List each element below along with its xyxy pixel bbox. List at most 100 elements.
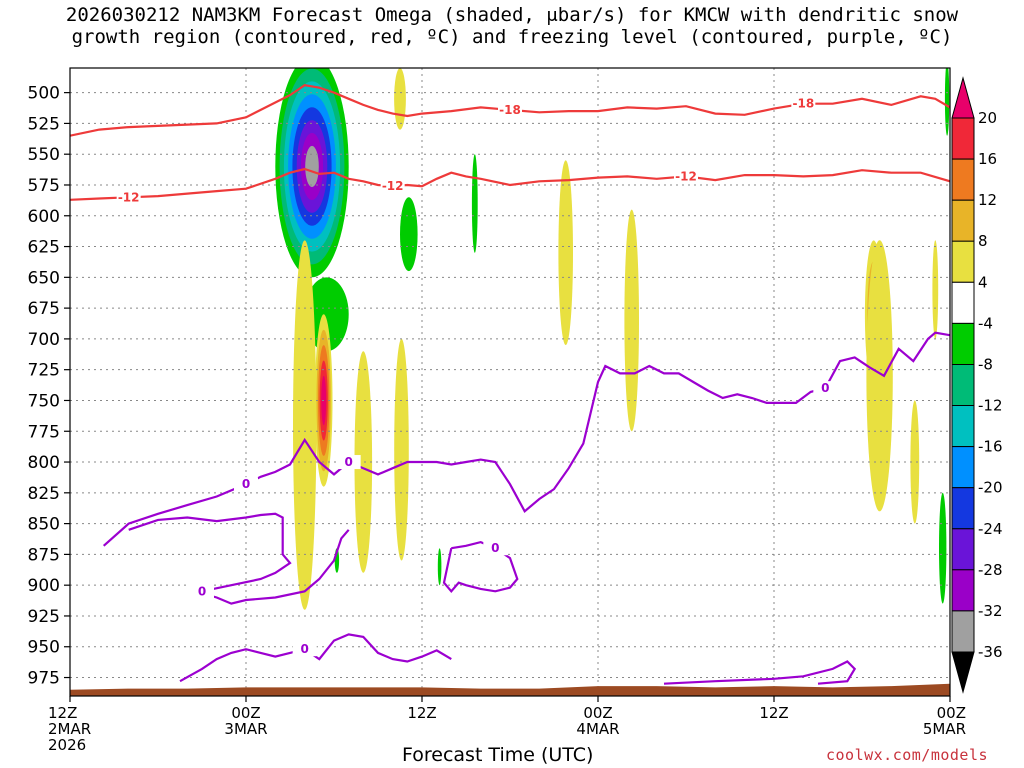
colorbar-label-7: -12 (978, 397, 1003, 415)
contour-label-1-1: -12 (382, 179, 404, 193)
contour-layer: -18 -18 -12 -12 -12 0 0 0 0 0 0 (70, 84, 950, 685)
omega-mid-rising-tongue-level-0 (304, 277, 349, 352)
colorbar-label-10: -24 (978, 520, 1003, 538)
y-axis: 500 525 550 575 600 625 650 675 700 725 750 775 800 8… (28, 84, 70, 689)
colorbar-bin-7 (951, 405, 975, 448)
x-tick-label-12-1: 3MAR (224, 720, 267, 738)
colorbar-label-9: -20 (978, 479, 1003, 497)
y-tick-label-825: 825 (28, 484, 60, 504)
contour-4 (442, 540, 519, 593)
colorbar-bin-6 (951, 364, 975, 407)
y-tick-label-600: 600 (28, 207, 60, 227)
omega-sinking-column-level-0 (293, 240, 317, 610)
x-tick-label-60-1: 5MAR (923, 720, 966, 738)
contour-label-bg-1-1 (380, 179, 405, 194)
contour-label-bg-0-1 (791, 96, 816, 111)
x-tick-label-0-1: 2MAR (48, 720, 91, 738)
colorbar-bin-1 (951, 158, 975, 201)
contour-label-1-2: -12 (675, 169, 697, 183)
y-tick-label-550: 550 (28, 145, 60, 165)
omega-sink-late-col-level-0 (866, 240, 893, 512)
contour-label-bg-0-0 (498, 102, 522, 117)
colorbar-label-13: -36 (978, 643, 1003, 661)
contour-label-0-1: -18 (792, 97, 814, 111)
colorbar-label-3: 8 (978, 232, 988, 250)
contour-label-5-0: 0 (300, 642, 308, 656)
plot-frame (69, 67, 951, 697)
x-axis-title: Forecast Time (UTC) (402, 744, 594, 766)
omega-shading-layer (275, 68, 950, 610)
colorbar-label-8: -16 (978, 438, 1003, 456)
x-tick-label-36-1: 4MAR (576, 720, 619, 738)
x-tick-label-24-0: 12Z (407, 704, 436, 722)
contour-label-0-0: -18 (499, 103, 521, 117)
colorbar-bin-10 (951, 528, 975, 571)
colorbar-label-6: -8 (978, 355, 993, 373)
y-tick-label-725: 725 (28, 361, 60, 381)
y-tick-label-575: 575 (28, 176, 60, 196)
omega-upper-rising-core-level-7 (305, 145, 319, 188)
contour-3 (128, 512, 350, 605)
omega-rise-low-2-level-0 (437, 548, 442, 586)
colorbar-label-1: 16 (978, 150, 997, 168)
colorbar-bin-8 (951, 446, 975, 489)
colorbar-bin-2 (951, 199, 975, 242)
colorbar-label-2: 12 (978, 191, 997, 209)
contour-label-bg-2-1 (336, 455, 361, 470)
contour-label-bg-2-2 (813, 381, 838, 396)
omega-rise-east-2-level-0 (471, 154, 478, 253)
contour-label-bg-1-0 (116, 190, 141, 205)
omega-sink-mid-2-level-0 (624, 209, 639, 432)
y-tick-label-925: 925 (28, 607, 60, 627)
y-tick-label-750: 750 (28, 391, 60, 411)
y-tick-label-700: 700 (28, 330, 60, 350)
omega-sink-mid-1-level-0 (558, 160, 573, 346)
contour-label-bg-3-0 (190, 584, 214, 599)
grid-layer (70, 68, 950, 696)
colorbar-label-5: -4 (978, 314, 993, 332)
credit-link[interactable]: coolwx.com/models (826, 746, 989, 764)
y-tick-label-525: 525 (28, 114, 60, 134)
y-tick-label-625: 625 (28, 238, 60, 258)
chart-title-line-2: growth region (contoured, red, ºC) and f… (71, 26, 953, 48)
contour-6 (663, 660, 857, 685)
contour-label-2-2: 0 (821, 381, 829, 395)
x-tick-label-0-0: 12Z (48, 704, 77, 722)
contour-label-bg-2-0 (234, 477, 258, 492)
colorbar-bin-5 (951, 322, 975, 365)
colorbar-bin-9 (951, 487, 975, 530)
contour-label-4-0: 0 (491, 541, 499, 555)
y-tick-label-950: 950 (28, 638, 60, 658)
omega-sink-east-1-level-0 (354, 351, 373, 573)
x-tick-label-36-0: 00Z (583, 704, 612, 722)
omega-rise-late-low-level-0 (939, 492, 947, 604)
contour-2 (102, 331, 950, 547)
colorbar-bottom-triangle (951, 651, 975, 694)
contour-label-3-0: 0 (198, 584, 206, 598)
contour-label-bg-4-0 (483, 541, 508, 556)
y-tick-label-775: 775 (28, 422, 60, 442)
y-tick-label-675: 675 (28, 299, 60, 319)
colorbar-top-triangle (951, 76, 975, 119)
x-tick-label-12-0: 00Z (231, 704, 260, 722)
y-tick-label-850: 850 (28, 515, 60, 535)
colorbar-bin-12 (951, 610, 975, 653)
ground-surface (70, 683, 950, 696)
colorbar-bin-11 (951, 569, 975, 612)
omega-sink-late-3-level-0 (932, 240, 939, 339)
y-tick-label-900: 900 (28, 576, 60, 596)
chart-title: 2026030212 NAM3KM Forecast Omega (shaded… (0, 4, 1024, 48)
y-tick-label-500: 500 (28, 84, 60, 104)
omega-sink-top-1-level-0 (394, 68, 406, 130)
chart-title-line-1: 2026030212 NAM3KM Forecast Omega (shaded… (65, 4, 959, 26)
contour-1 (70, 167, 950, 201)
colorbar-bin-4 (951, 281, 975, 324)
contour-label-2-1: 0 (344, 455, 352, 469)
colorbar-label-11: -28 (978, 561, 1003, 579)
y-tick-label-800: 800 (28, 453, 60, 473)
x-tick-label-48-0: 12Z (759, 704, 788, 722)
y-tick-label-875: 875 (28, 545, 60, 565)
x-tick-label-60-0: 00Z (937, 704, 966, 722)
colorbar: 20 16 12 8 4 -4 -8 -12 -16 -20 -24 -28 -32 -36 (951, 76, 1003, 694)
